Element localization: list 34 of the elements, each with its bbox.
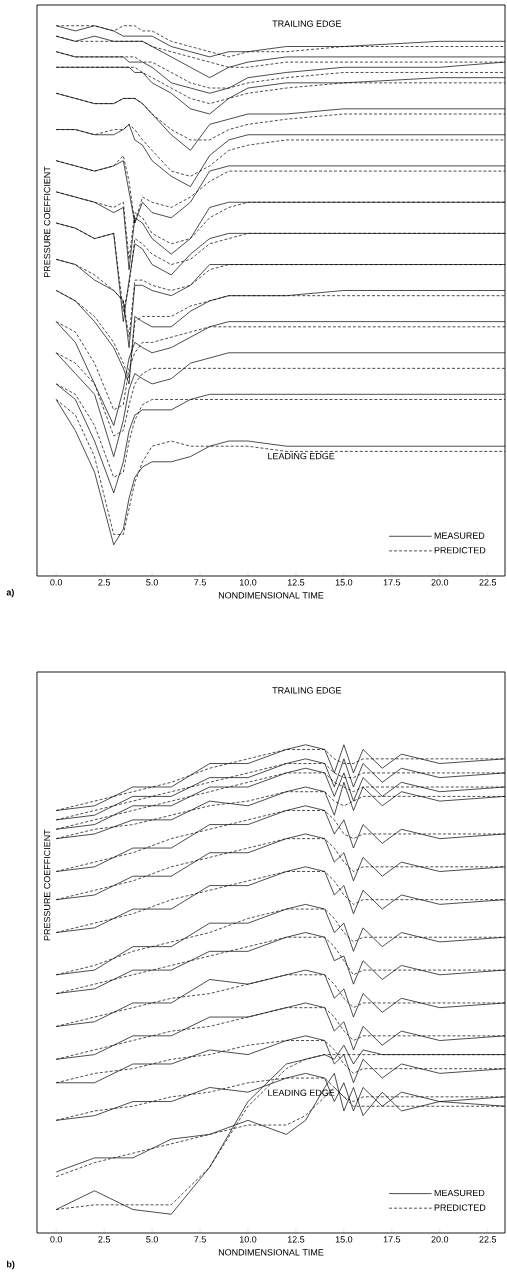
annotation: TRAILING EDGE	[272, 20, 342, 27]
x-axis-title: NONDIMENSIONAL TIME	[218, 1249, 324, 1256]
legend-label: MEASURED	[434, 1189, 485, 1197]
x-tick-label: 17.5	[383, 579, 401, 586]
x-tick-label: 7.5	[194, 1236, 206, 1243]
text: a)	[6, 588, 14, 598]
x-tick-label: 0.0	[50, 579, 63, 586]
x-tick-label: 20.0	[431, 1236, 449, 1243]
x-tick-label: 22.5	[479, 1236, 497, 1243]
text: TRAILING EDGE	[272, 687, 342, 694]
text: b)	[6, 1260, 15, 1270]
x-tick-label: 12.5	[287, 579, 305, 586]
x-tick-label: 10.0	[239, 1236, 257, 1243]
x-tick-label: 12.5	[287, 1236, 305, 1243]
legend-label: PREDICTED	[434, 547, 486, 554]
x-tick-label: 0.0	[50, 1236, 63, 1243]
x-tick-label: 20.0	[431, 579, 449, 586]
y-axis-title: PRESSURE COEFFICIENT	[43, 829, 51, 941]
x-tick-label: 15.0	[335, 579, 353, 586]
x-tick-label: 2.5	[98, 579, 110, 586]
x-tick-label: 22.5	[479, 579, 497, 586]
x-tick-label: 17.5	[383, 1236, 401, 1243]
x-axis-title: NONDIMENSIONAL TIME	[218, 592, 324, 599]
y-axis-title: PRESSURE COEFFICIENT	[43, 166, 51, 278]
x-tick-label: 15.0	[335, 1236, 353, 1243]
legend-label: MEASURED	[434, 532, 485, 539]
x-tick-label: 5.0	[146, 1236, 158, 1243]
x-tick-label: 10.0	[239, 579, 257, 586]
x-tick-label: 5.0	[146, 579, 158, 586]
x-tick-label: 2.5	[98, 1236, 110, 1243]
annotation: LEADING EDGE	[268, 1089, 335, 1096]
x-tick-label: 7.5	[194, 579, 206, 586]
annotation: LEADING EDGE	[268, 452, 335, 460]
legend-label: PREDICTED	[434, 1204, 486, 1211]
